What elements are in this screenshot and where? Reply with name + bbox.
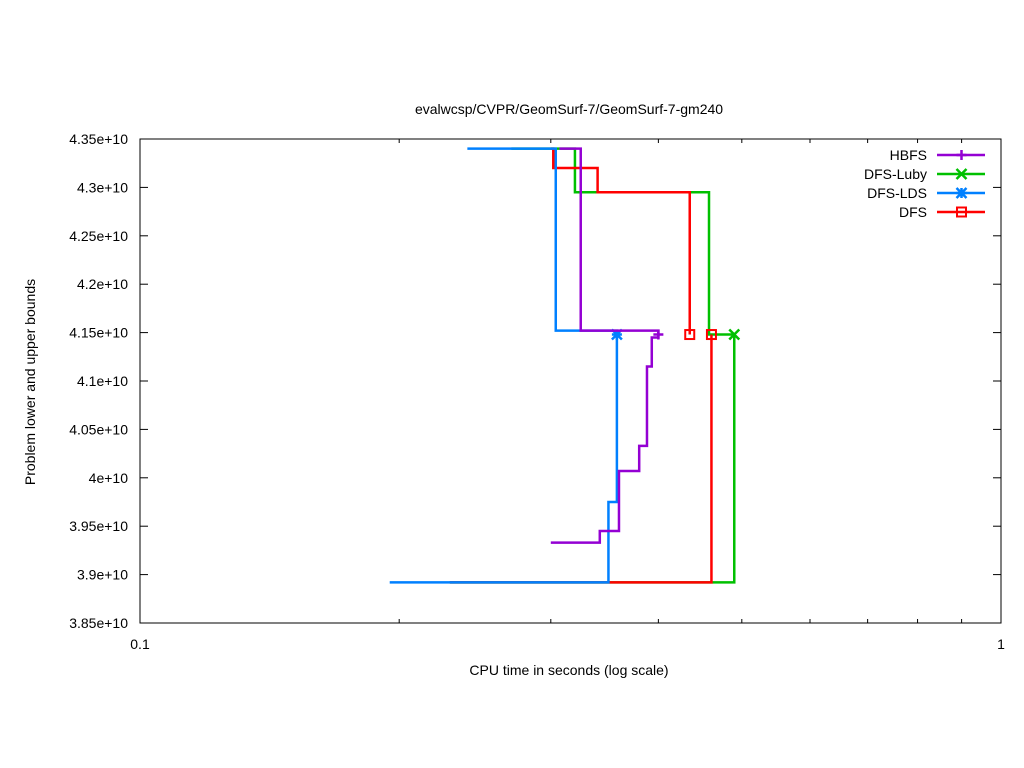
legend-item-dfs-lds: DFS-LDS (867, 185, 985, 201)
chart-title: evalwcsp/CVPR/GeomSurf-7/GeomSurf-7-gm24… (415, 101, 723, 117)
y-tick-label-10: 4.35e+10 (69, 131, 128, 147)
y-tick-label-5: 4.1e+10 (77, 373, 128, 389)
series-hbfs-lower-bound (550, 334, 660, 544)
y-tick-label-1: 3.9e+10 (77, 567, 128, 583)
y-tick-label-9: 4.3e+10 (77, 179, 128, 195)
legend-label-dfs-lds: DFS-LDS (867, 185, 927, 201)
series-layer (389, 147, 741, 584)
legend-label-hbfs: HBFS (890, 147, 927, 163)
series-dfs-lds-upper-bound (467, 147, 619, 335)
legend-item-hbfs: HBFS (890, 147, 985, 163)
series-hbfs (550, 147, 664, 544)
x-tick-label-0: 0.1 (130, 636, 150, 652)
series-dfs-end-marker (705, 329, 717, 341)
legend-marker-dfs-lds (955, 187, 968, 199)
y-tick-label-7: 4.2e+10 (77, 276, 128, 292)
legend-label-dfs-luby: DFS-Luby (864, 166, 927, 182)
series-hbfs-end-marker (653, 329, 664, 340)
series-dfs-lds (389, 147, 623, 584)
y-tick-label-6: 4.15e+10 (69, 325, 128, 341)
x-axis-label: CPU time in seconds (log scale) (469, 662, 668, 678)
series-dfs-marker-extra-0 (684, 329, 696, 341)
series-dfs-lds-lower-bound (389, 334, 619, 584)
legend: HBFS DFS-Luby DFS-LDS DFS (864, 147, 985, 220)
y-tick-label-4: 4.05e+10 (69, 421, 128, 437)
y-tick-label-8: 4.25e+10 (69, 228, 128, 244)
series-dfs-luby-lower-bound (449, 334, 736, 584)
series-dfs-luby (449, 147, 741, 584)
x-tick-label-1: 1 (997, 636, 1005, 652)
axes: 3.85e+10 3.9e+10 3.95e+10 4e+10 4.05e+10 4.1e… (69, 131, 1005, 652)
series-dfs-lds-end-marker (611, 328, 623, 341)
legend-marker-dfs-luby (955, 168, 968, 180)
series-dfs (449, 147, 717, 584)
series-dfs-lower-bound (449, 334, 713, 584)
legend-item-dfs: DFS (899, 204, 985, 220)
legend-marker-dfs (956, 206, 967, 218)
series-dfs-upper-bound (550, 147, 691, 335)
plot-border (139, 138, 1002, 624)
series-dfs-luby-end-marker (728, 328, 741, 341)
legend-marker-hbfs (956, 150, 967, 160)
legend-item-dfs-luby: DFS-Luby (864, 166, 985, 182)
series-dfs-luby-upper-bound (511, 147, 735, 336)
y-tick-label-3: 4e+10 (89, 470, 129, 486)
y-axis-label: Problem lower and upper bounds (22, 279, 38, 485)
legend-label-dfs: DFS (899, 204, 927, 220)
y-tick-label-0: 3.85e+10 (69, 615, 128, 631)
y-tick-label-2: 3.95e+10 (69, 518, 128, 534)
